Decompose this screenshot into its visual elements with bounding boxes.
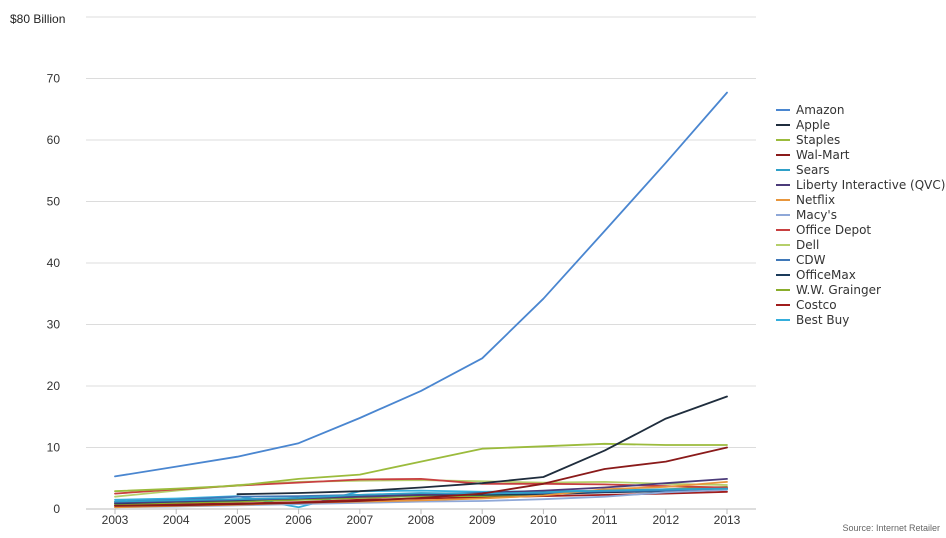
- y-axis-ticks: 0 10 20 30 40 50 60 70: [47, 72, 61, 517]
- x-tick-label: 2011: [592, 513, 618, 527]
- legend-label: Office Depot: [796, 223, 871, 237]
- series-line-sears: [114, 487, 728, 503]
- legend-label: Liberty Interactive (QVC): [796, 178, 945, 192]
- series-line-wal-mart: [114, 446, 728, 507]
- x-tick-label: 2012: [652, 513, 679, 527]
- legend-label: Sears: [796, 163, 830, 177]
- legend-label: OfficeMax: [796, 268, 856, 282]
- y-tick-label: 0: [53, 502, 60, 516]
- y-tick-label: 20: [47, 379, 61, 393]
- y-tick-label: 30: [47, 318, 61, 332]
- legend-label: Best Buy: [796, 313, 849, 327]
- x-tick-label: 2005: [224, 513, 251, 527]
- x-tick-label: 2008: [408, 513, 435, 527]
- legend-label: Amazon: [796, 103, 845, 117]
- y-tick-label: 40: [47, 256, 61, 270]
- x-tick-label: 2013: [714, 513, 741, 527]
- source-note: Source: Internet Retailer: [842, 523, 940, 533]
- x-tick-label: 2007: [346, 513, 373, 527]
- legend-label: Apple: [796, 118, 830, 132]
- series-line-staples: [114, 442, 728, 493]
- y-tick-label: 70: [47, 72, 61, 86]
- x-tick-label: 2003: [102, 513, 129, 527]
- legend-label: Macy's: [796, 208, 837, 222]
- series-line-amazon: [114, 91, 728, 478]
- gridlines: [86, 16, 756, 510]
- y-tick-label: 10: [47, 441, 61, 455]
- legend-label: Dell: [796, 238, 819, 252]
- x-tick-label: 2009: [469, 513, 496, 527]
- legend-label: CDW: [796, 253, 826, 267]
- legend-label: W.W. Grainger: [796, 283, 881, 297]
- legend-label: Netflix: [796, 193, 835, 207]
- series-lines: [114, 91, 728, 509]
- y-tick-label: 60: [47, 133, 61, 147]
- x-tick-label: 2004: [163, 513, 190, 527]
- series-line-apple: [236, 395, 728, 496]
- x-tick-label: 2006: [285, 513, 312, 527]
- y-tick-label: 50: [47, 195, 61, 209]
- y-axis-title: $80 Billion: [10, 12, 65, 26]
- x-tick-label: 2010: [530, 513, 557, 527]
- legend-label: Staples: [796, 133, 840, 147]
- x-axis: 2003 2004 2005 2006 2007 2008 2009 2010 2011 2012…: [102, 509, 741, 527]
- legend-label: Wal-Mart: [796, 148, 850, 162]
- legend-label: Costco: [796, 298, 837, 312]
